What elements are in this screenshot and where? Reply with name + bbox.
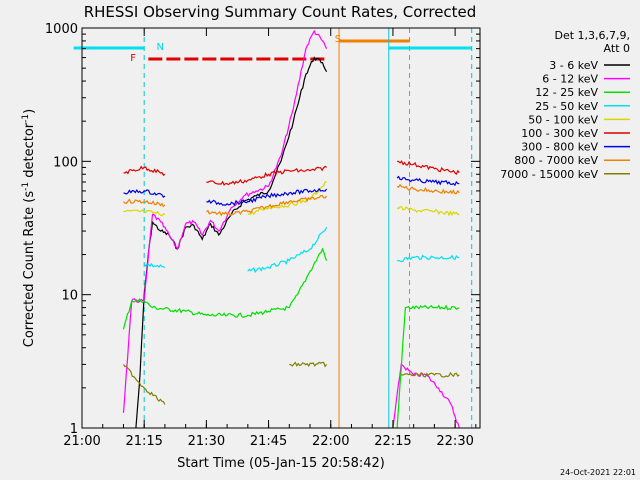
plot-frame	[81, 27, 481, 429]
y-tick-label: 1000	[45, 22, 78, 37]
annotation-n: N	[156, 42, 163, 53]
series-line-100-300-kev	[123, 160, 460, 186]
series-line-3-6-kev	[135, 56, 328, 429]
legend-header-line1: Det 1,3,6,7,9,	[554, 29, 630, 42]
series-line-12-25-kev	[122, 247, 460, 429]
legend-label-6-12-kev: 6 - 12 keV	[542, 73, 598, 86]
x-tick-label: 22:30	[436, 434, 473, 449]
y-axis-label-sup1: -1	[21, 182, 31, 191]
y-tick-label: 10	[61, 289, 78, 304]
x-tick-layer: 21:00 21:15 21:30 21:45 22:00 22:15 22:30	[63, 28, 477, 449]
series-line-800-7000-kev	[123, 183, 460, 217]
legend-header-line2: Att 0	[604, 42, 630, 55]
series-line-25-50-kev	[143, 227, 460, 273]
legend-label-25-50-kev: 25 - 50 keV	[535, 100, 598, 113]
y-axis-label-mid: detector	[22, 122, 37, 182]
legend-label-50-100-kev: 50 - 100 keV	[528, 113, 598, 126]
footer-date: 24-Oct-2021 22:01	[560, 468, 636, 477]
series-line-7000-15000-kev	[122, 361, 460, 405]
y-axis-label-end: )	[22, 109, 37, 114]
series-layer	[122, 29, 460, 429]
legend-label-800-7000-kev: 800 - 7000 keV	[514, 154, 598, 167]
x-tick-label: 22:15	[374, 434, 411, 449]
y-tick-label: 100	[53, 155, 78, 170]
legend-label-12-25-kev: 12 - 25 keV	[535, 86, 598, 99]
x-tick-label: 21:45	[250, 434, 287, 449]
x-tick-label: 21:30	[188, 434, 225, 449]
series-line-50-100-kev	[123, 181, 460, 217]
legend-label-300-800-kev: 300 - 800 keV	[521, 141, 598, 154]
x-tick-label: 21:15	[125, 434, 162, 449]
y-tick-label: 1	[70, 422, 78, 437]
y-axis-label: Corrected Count Rate (s-1 detector-1)	[21, 109, 37, 347]
x-tick-label: 21:00	[63, 434, 100, 449]
state-bar-layer	[73, 39, 472, 61]
legend-label-3-6-kev: 3 - 6 keV	[549, 59, 598, 72]
chart-title: RHESSI Observing Summary Count Rates, Co…	[84, 3, 477, 21]
y-tick-layer: 1 10 100 1000	[45, 22, 480, 437]
annotation-f: F	[130, 53, 136, 64]
x-tick-label: 22:00	[312, 434, 349, 449]
legend-label-100-300-kev: 100 - 300 keV	[521, 127, 598, 140]
y-axis-label-sup2: -1	[21, 114, 31, 123]
x-axis-label: Start Time (05-Jan-15 20:58:42)	[177, 456, 385, 471]
plot-area: 21:00 21:15 21:30 21:45 22:00 22:15 22:30 1101…	[45, 22, 481, 449]
y-axis-label-main: Corrected Count Rate (s	[22, 191, 37, 348]
annotation-layer: N F S	[130, 34, 341, 64]
legend-label-7000-15000-kev: 7000 - 15000 keV	[500, 168, 598, 181]
series-line-300-800-kev	[123, 175, 460, 207]
vertical-marker-layer	[143, 28, 473, 428]
annotation-s: S	[335, 34, 341, 45]
